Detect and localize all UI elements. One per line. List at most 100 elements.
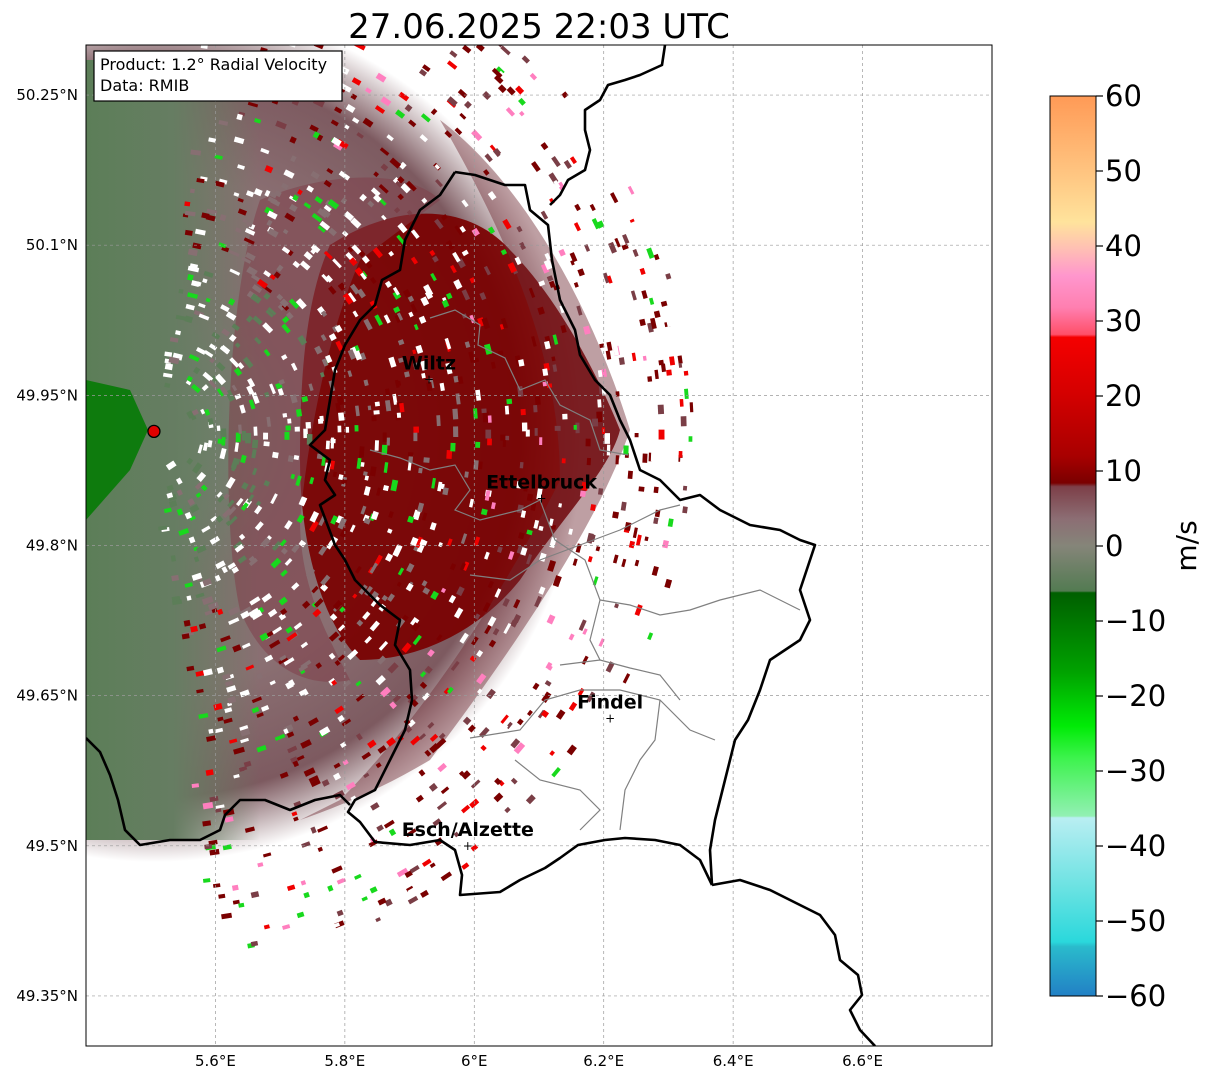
radar-bin bbox=[309, 520, 319, 533]
radar-bin bbox=[278, 379, 285, 385]
radar-bin bbox=[405, 180, 417, 192]
radar-bin bbox=[396, 581, 402, 587]
radar-bin bbox=[237, 362, 245, 370]
radar-bin bbox=[170, 555, 177, 562]
radar-bin bbox=[240, 728, 251, 737]
radar-bin bbox=[175, 477, 183, 485]
radar-bin bbox=[247, 266, 258, 274]
radar-bin bbox=[271, 626, 283, 635]
map-panel[interactable]: +Wiltz+Ettelbruck+Findel+Esch/Alzette Pr… bbox=[0, 0, 992, 1046]
radar-bin bbox=[349, 524, 356, 533]
radar-bin bbox=[476, 649, 484, 658]
radar-bin bbox=[235, 497, 244, 507]
radar-bin bbox=[483, 169, 490, 176]
radar-bin bbox=[241, 642, 251, 649]
radar-bin bbox=[415, 536, 423, 549]
radar-bin bbox=[596, 220, 605, 229]
radar-bin bbox=[208, 379, 218, 390]
radar-bin bbox=[397, 176, 405, 184]
radar-bin bbox=[280, 547, 288, 555]
radar-bin bbox=[500, 724, 509, 732]
radar-bin bbox=[287, 418, 292, 424]
radar-bin bbox=[459, 562, 466, 571]
radar-bin bbox=[654, 369, 659, 380]
radar-bin bbox=[554, 425, 561, 431]
radar-bin bbox=[283, 902, 292, 909]
radar-bin bbox=[344, 124, 350, 130]
radar-bin bbox=[407, 895, 419, 905]
radar-bin bbox=[351, 117, 360, 124]
radar-bin bbox=[351, 77, 362, 86]
radar-bin bbox=[459, 225, 466, 233]
radar-bin bbox=[418, 68, 428, 77]
radar-bin bbox=[202, 442, 209, 451]
radar-bin bbox=[339, 606, 346, 613]
radar-bin bbox=[548, 280, 556, 288]
radar-bin bbox=[558, 503, 563, 508]
radar-bin bbox=[291, 544, 300, 553]
radar-bin bbox=[273, 271, 281, 279]
radar-bin bbox=[632, 249, 639, 258]
radar-bin bbox=[456, 586, 465, 597]
radar-bin bbox=[413, 431, 418, 442]
radar-bin bbox=[467, 724, 476, 733]
radar-bin bbox=[396, 312, 404, 321]
radar-bin bbox=[334, 705, 345, 715]
radar-bin bbox=[262, 852, 272, 858]
radar-bin bbox=[620, 501, 627, 511]
radar-bin bbox=[470, 779, 481, 789]
radar-bin bbox=[164, 363, 174, 371]
radar-bin bbox=[240, 737, 249, 744]
radar-bin bbox=[664, 578, 673, 589]
radar-bin bbox=[227, 298, 236, 306]
radar-bin bbox=[265, 309, 274, 318]
radar-bin bbox=[473, 460, 479, 470]
radar-bin bbox=[410, 735, 421, 746]
radar-bin bbox=[215, 804, 225, 809]
radar-bin bbox=[570, 591, 576, 600]
radar-bin bbox=[286, 731, 295, 738]
radar-bin bbox=[367, 200, 375, 208]
radar-bin bbox=[519, 110, 525, 117]
radar-bin bbox=[319, 415, 324, 422]
radar-bin bbox=[449, 50, 458, 58]
radar-bin bbox=[241, 256, 252, 264]
radar-bin bbox=[250, 609, 263, 621]
radar-bin bbox=[477, 688, 483, 695]
radar-bin bbox=[518, 710, 529, 722]
radar-bin bbox=[340, 197, 348, 205]
radar-bin bbox=[370, 45, 381, 51]
radar-bin bbox=[283, 657, 295, 666]
radar-bin bbox=[288, 298, 300, 309]
radar-bin bbox=[334, 324, 343, 333]
radar-bin bbox=[531, 335, 537, 347]
radar-bin bbox=[400, 183, 411, 194]
radar-bin bbox=[471, 636, 479, 646]
radar-bin bbox=[481, 317, 491, 330]
radar-bin bbox=[634, 604, 643, 617]
radar-bin bbox=[502, 218, 512, 230]
radar-bin bbox=[461, 289, 471, 301]
radar-bin bbox=[233, 136, 245, 145]
radar-bin bbox=[301, 396, 309, 403]
radar-bin bbox=[201, 525, 211, 533]
radar-bin bbox=[416, 543, 425, 553]
radar-bin bbox=[419, 671, 427, 678]
radar-bin bbox=[438, 732, 446, 740]
radar-bin bbox=[334, 106, 343, 114]
radar-bin bbox=[238, 424, 243, 434]
radar-bin bbox=[544, 340, 551, 350]
radar-bin bbox=[665, 315, 672, 327]
radar-bin bbox=[310, 170, 320, 180]
radar-bin bbox=[360, 462, 365, 467]
radar-bin bbox=[195, 347, 207, 355]
radar-bin bbox=[679, 398, 684, 407]
radar-bin bbox=[436, 634, 443, 642]
map-frame bbox=[85, 44, 993, 1047]
radar-bin bbox=[446, 450, 453, 459]
radar-bin bbox=[209, 796, 219, 802]
radar-bin bbox=[418, 315, 427, 324]
radar-bin bbox=[396, 412, 402, 418]
radar-bin bbox=[187, 292, 199, 299]
radar-bin bbox=[639, 318, 646, 327]
